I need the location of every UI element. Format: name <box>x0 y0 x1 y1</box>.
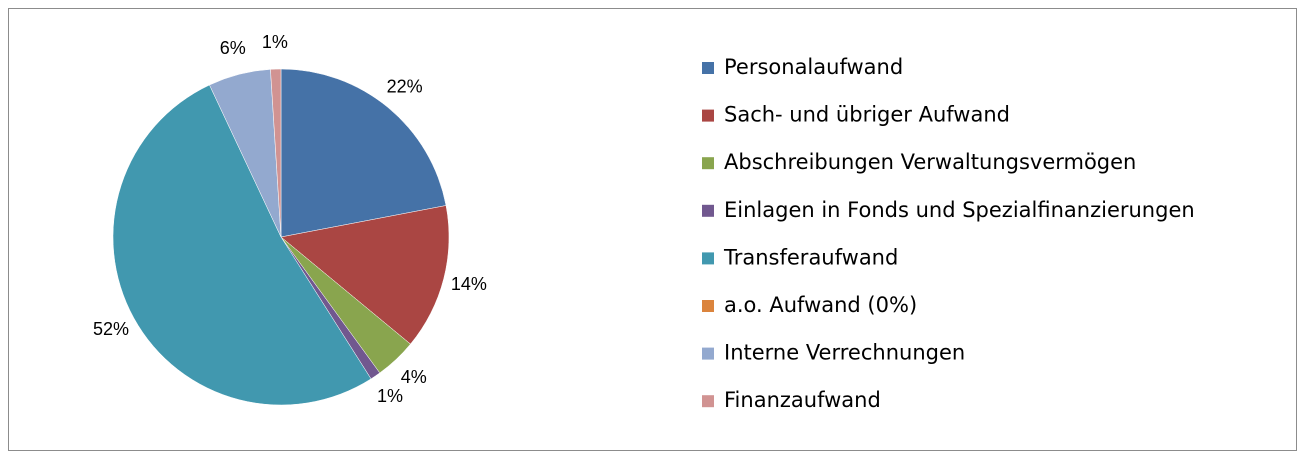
pie-slice <box>280 205 450 345</box>
legend-swatch <box>702 62 714 74</box>
legend-label: Sach- und übriger Aufwand <box>724 103 1010 127</box>
legend-swatch <box>702 252 714 265</box>
pie-slice <box>270 68 282 238</box>
legend-swatch <box>702 109 714 122</box>
legend-label: Transferaufwand <box>723 245 898 269</box>
legend-swatch <box>702 157 714 170</box>
data-label: 1% <box>377 386 403 406</box>
data-label: 6% <box>220 38 246 58</box>
legend-swatch <box>702 300 714 312</box>
legend-label: Interne Verrechnungen <box>724 341 965 365</box>
legend-label: Personalaufwand <box>724 55 903 79</box>
legend-swatch <box>702 347 714 360</box>
legend-label: a.o. Aufwand (0%) <box>724 293 917 317</box>
data-label: 52% <box>93 319 129 339</box>
legend-swatch <box>702 395 714 408</box>
legend-label: Finanzaufwand <box>724 388 881 412</box>
legend-swatch <box>702 204 714 217</box>
legend-label: Abschreibungen Verwaltungsvermögen <box>724 150 1136 174</box>
legend-label: Einlagen in Fonds und Spezialfinanzierun… <box>724 198 1195 222</box>
data-label: 1% <box>262 32 288 52</box>
pie-slice <box>280 68 447 238</box>
data-label: 4% <box>401 367 427 387</box>
data-label: 14% <box>451 274 487 294</box>
data-label: 22% <box>387 76 423 96</box>
pie-slice <box>112 84 372 406</box>
